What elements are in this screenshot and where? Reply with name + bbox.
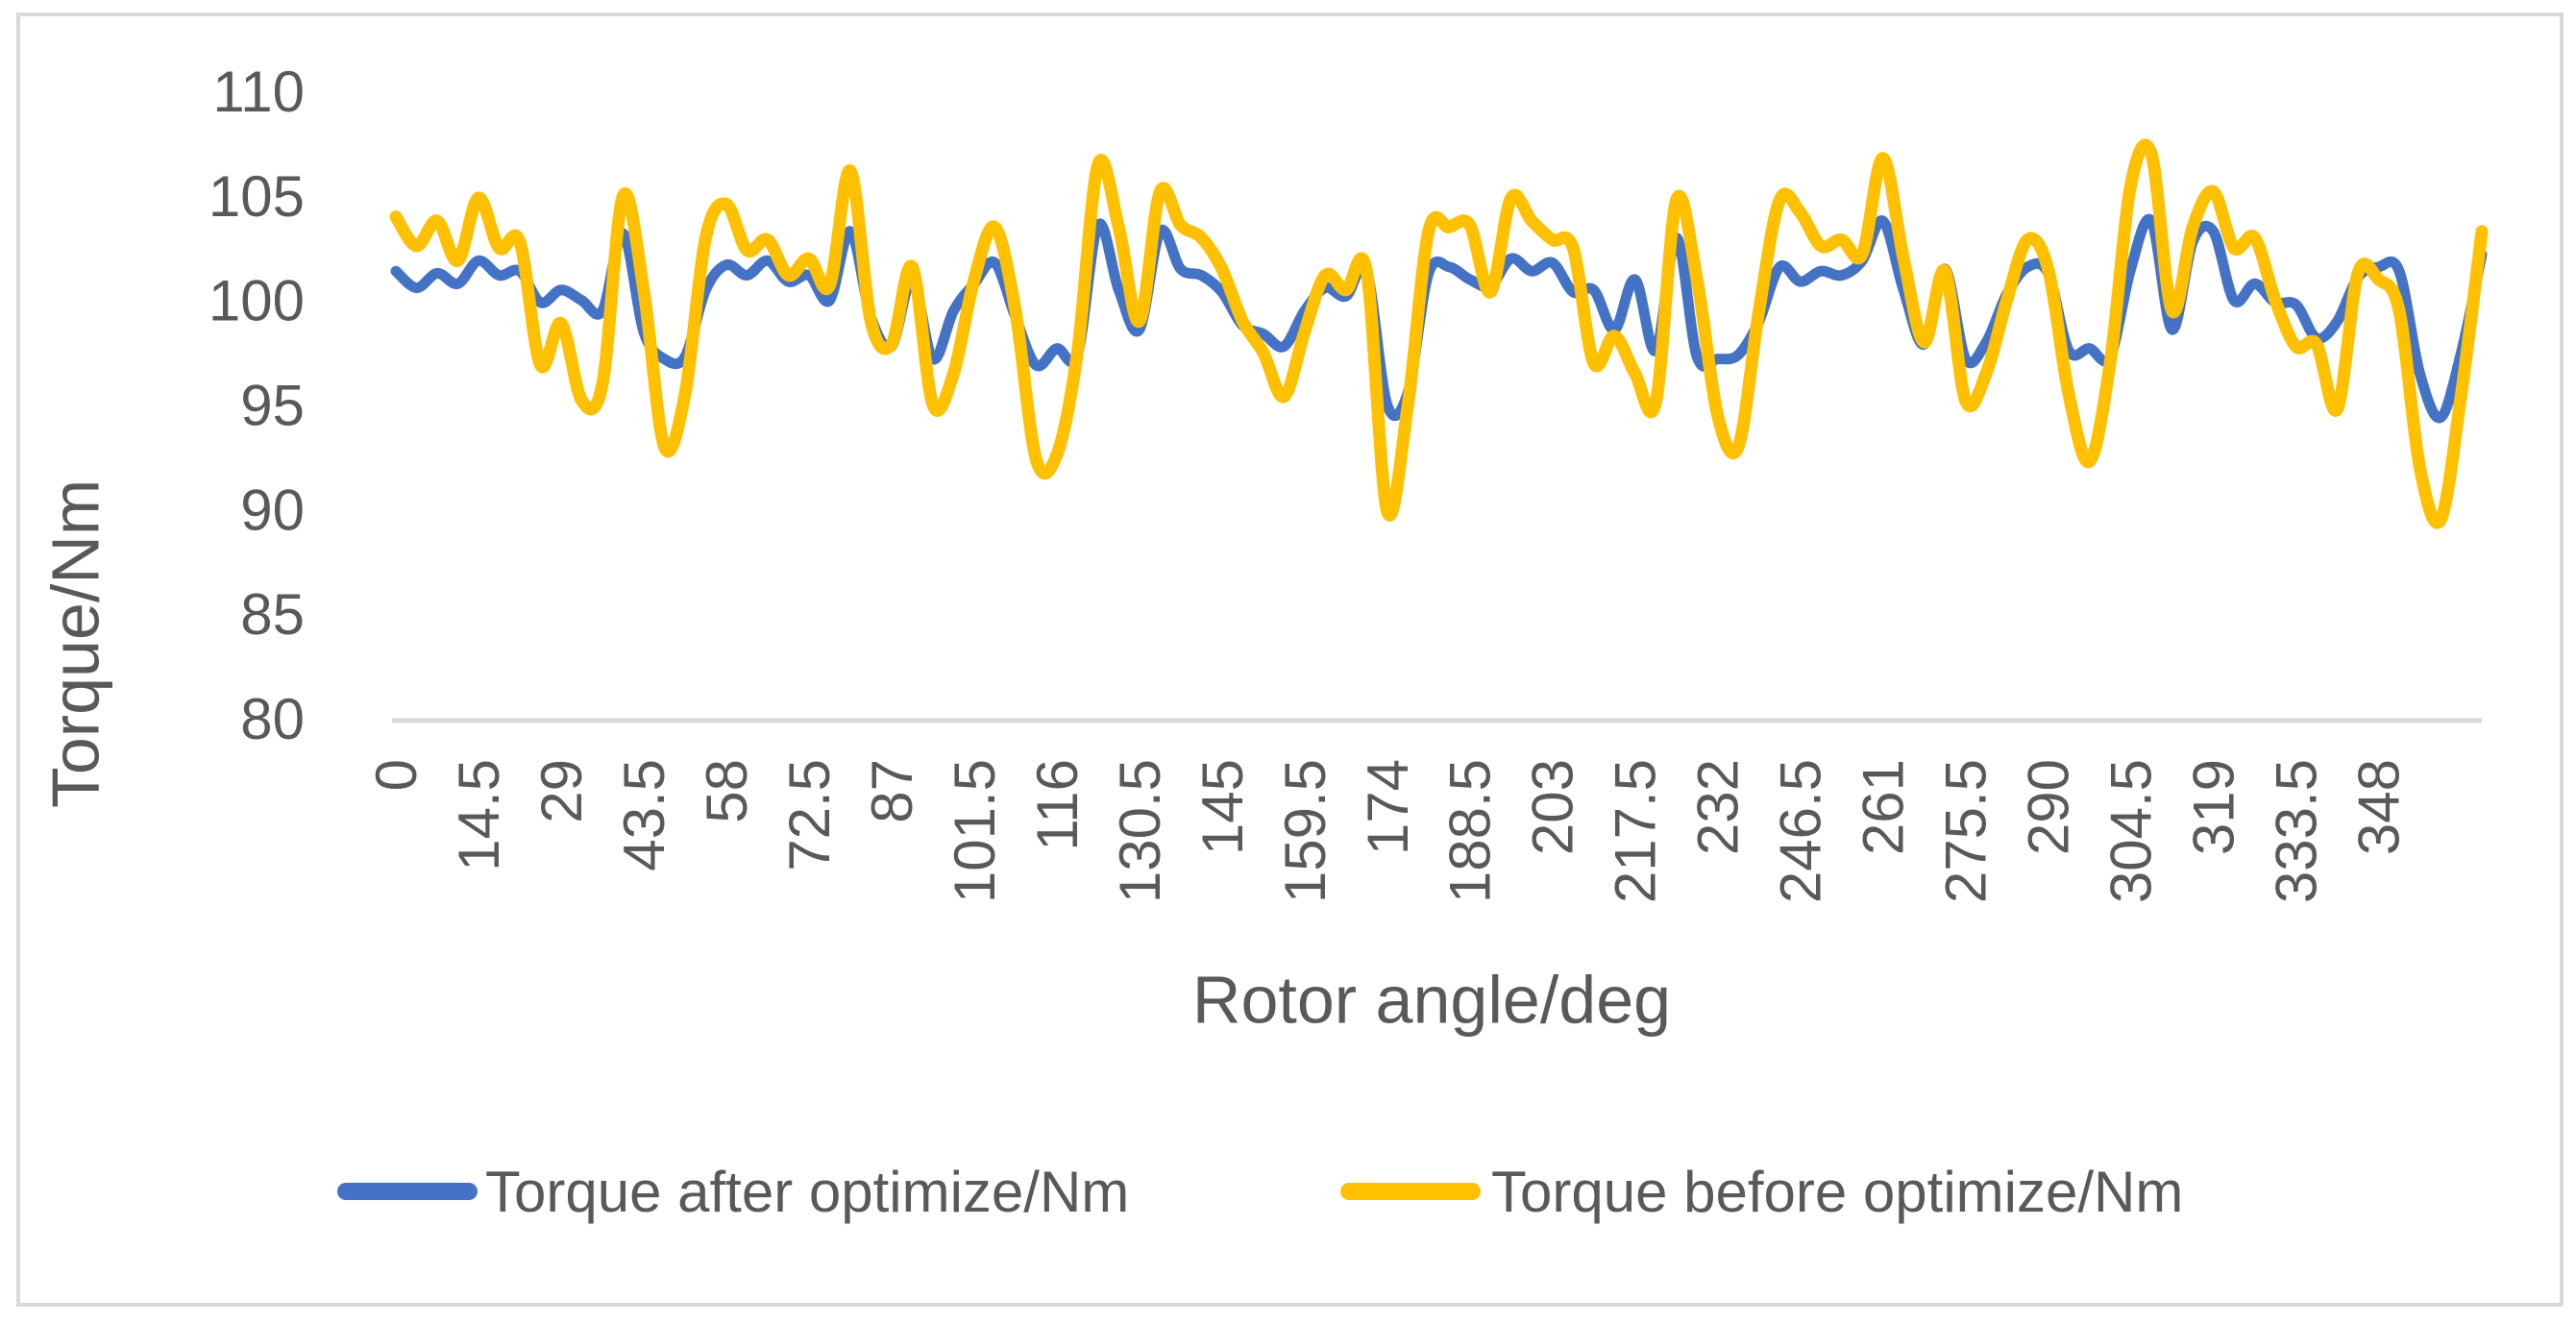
x-axis-tick-label: 87 <box>860 759 924 823</box>
legend-label-before-optimize: Torque before optimize/Nm <box>1491 1160 2183 1224</box>
legend: Torque after optimize/Nm Torque before o… <box>337 1160 2183 1224</box>
legend-label-after-optimize: Torque after optimize/Nm <box>485 1160 1129 1224</box>
y-axis-tick-label: 85 <box>240 582 305 647</box>
chart-frame-border <box>16 12 2564 1307</box>
x-axis-tick-label: 290 <box>2017 759 2081 855</box>
x-axis-tick-label: 130.5 <box>1108 759 1172 903</box>
x-axis-tick-label: 174 <box>1356 759 1420 855</box>
x-axis-title: Rotor angle/deg <box>1192 963 1671 1038</box>
x-axis-tick-label: 116 <box>1025 759 1090 851</box>
x-axis-tick-label: 319 <box>2182 759 2246 855</box>
y-axis-tick-label: 90 <box>240 478 305 542</box>
x-axis-tick-label: 188.5 <box>1438 759 1503 903</box>
y-axis-tick-label: 95 <box>240 374 305 438</box>
x-axis-tick-label: 14.5 <box>447 759 511 871</box>
y-axis-title: Torque/Nm <box>38 479 113 808</box>
x-axis-tick-label: 275.5 <box>1934 759 1999 903</box>
x-axis-tick-label: 333.5 <box>2265 759 2329 903</box>
x-axis-tick-label: 43.5 <box>612 759 676 871</box>
x-axis-tick-label: 72.5 <box>777 759 842 871</box>
series-line-after-optimize <box>390 213 2488 424</box>
x-axis-tick-labels: 0 14.5 29 43.5 58 72.5 87 101.5 116 130.5 145 159.5… <box>364 759 2412 903</box>
x-axis-tick-label: 29 <box>529 759 594 823</box>
x-axis-tick-label: 261 <box>1852 759 1916 855</box>
x-axis-tick-label: 159.5 <box>1273 759 1337 903</box>
x-axis-tick-label: 246.5 <box>1769 759 1833 903</box>
y-axis-tick-label: 110 <box>212 60 305 124</box>
x-axis-tick-label: 101.5 <box>943 759 1007 903</box>
x-axis-tick-label: 217.5 <box>1604 759 1668 903</box>
x-axis-tick-label: 232 <box>1686 759 1751 855</box>
x-axis-tick-label: 348 <box>2347 759 2412 855</box>
series-line-before-optimize <box>389 138 2489 529</box>
x-axis-tick-label: 0 <box>364 759 429 791</box>
y-axis-tick-label: 80 <box>240 687 305 751</box>
x-axis-tick-label: 145 <box>1190 759 1255 855</box>
x-axis-tick-label: 203 <box>1521 759 1585 855</box>
plot-series <box>389 138 2489 529</box>
x-axis-tick-label: 304.5 <box>2099 759 2164 903</box>
y-axis-tick-labels: 110 105 100 95 90 85 80 <box>209 60 305 751</box>
y-axis-tick-label: 100 <box>209 269 305 333</box>
x-axis-tick-label: 58 <box>695 759 759 823</box>
y-axis-tick-label: 105 <box>209 164 305 229</box>
